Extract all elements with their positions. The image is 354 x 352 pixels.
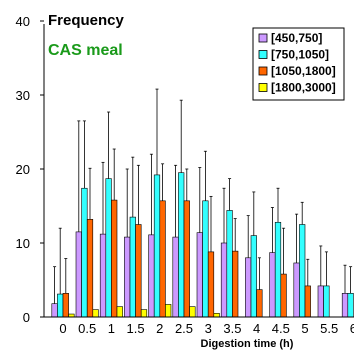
bar	[226, 210, 233, 318]
x-tick-label: 5.5	[320, 321, 338, 336]
x-tick-label: 2.5	[175, 321, 193, 336]
bar	[81, 187, 88, 318]
y-tick-label: 30	[16, 88, 30, 103]
bar	[116, 306, 123, 318]
bar	[256, 289, 263, 318]
bar	[293, 262, 300, 318]
legend-swatch	[258, 50, 268, 59]
x-tick-label: 3.5	[223, 321, 241, 336]
bar	[274, 221, 282, 318]
error-bars-layer	[53, 88, 353, 304]
bar	[280, 273, 287, 318]
legend-swatch	[258, 33, 268, 43]
bar	[299, 224, 306, 318]
bar	[105, 178, 112, 318]
bar	[135, 224, 142, 318]
x-axis-title: Digestion time (h)	[201, 338, 294, 350]
bar	[189, 306, 196, 318]
bar	[99, 233, 107, 318]
bar	[178, 172, 185, 318]
bar	[213, 312, 220, 318]
legend-swatch	[258, 83, 268, 92]
x-tick-label: 3	[205, 321, 212, 336]
legend-label: [750,1050]	[271, 48, 329, 62]
legend-label: [450,750]	[271, 31, 322, 45]
legend-label: [1800,3000]	[271, 81, 336, 95]
x-tick-label: 0	[59, 321, 66, 336]
legend-label: [1050,1800]	[271, 64, 336, 78]
bar	[129, 216, 136, 318]
x-tick-label: 2	[156, 321, 163, 336]
legend-swatch	[258, 66, 268, 76]
bar	[140, 309, 148, 318]
bar	[220, 242, 228, 318]
y-ticks: 0 10 20 30 40	[16, 14, 44, 325]
bar	[196, 232, 203, 318]
bar	[269, 252, 276, 318]
y-tick-label: 0	[23, 310, 30, 325]
legend: [450,750] [750,1050] [1050,1800] [1800,3000…	[252, 27, 345, 101]
bar	[124, 236, 131, 318]
bar	[57, 293, 64, 318]
bar	[148, 234, 155, 318]
bar	[92, 309, 99, 318]
y-tick-label: 40	[16, 14, 30, 29]
bar	[347, 293, 354, 318]
y-tick-label: 20	[16, 162, 30, 177]
bar	[202, 200, 209, 318]
y-axis-title: Frequency	[48, 12, 125, 29]
y-tick-label: 10	[16, 236, 30, 251]
x-tick-label: 1.5	[127, 321, 145, 336]
bar	[207, 251, 215, 318]
x-tick-label: 6	[350, 321, 354, 336]
x-tick-label: 1	[108, 321, 115, 336]
bar	[245, 257, 252, 318]
legend-items: [450,750] [750,1050] [1050,1800] [1800,3000…	[258, 31, 336, 95]
bar	[153, 174, 161, 318]
bar	[317, 285, 324, 318]
bar	[111, 199, 118, 318]
bar	[323, 285, 330, 318]
bar	[232, 250, 239, 318]
x-tick-label: 4.5	[272, 321, 290, 336]
x-ticks: 0 0.5 1 1.5 2 2.5 3 3.5 4 4.5 5 5.5 6	[59, 321, 354, 336]
x-tick-label: 0.5	[78, 321, 96, 336]
x-tick-label: 5	[301, 321, 308, 336]
bar	[165, 304, 172, 318]
bar	[250, 235, 257, 318]
bar	[75, 231, 82, 318]
bar	[183, 200, 190, 318]
bars-layer	[51, 172, 354, 318]
bar	[159, 200, 166, 318]
bar	[341, 293, 349, 318]
bar	[304, 285, 311, 318]
legend-box	[252, 27, 345, 101]
bar	[172, 236, 179, 318]
x-tick-label: 4	[253, 321, 260, 336]
meal-annotation: CAS meal	[48, 42, 123, 59]
bar	[86, 219, 94, 318]
bar	[51, 303, 58, 318]
bar	[62, 293, 69, 318]
